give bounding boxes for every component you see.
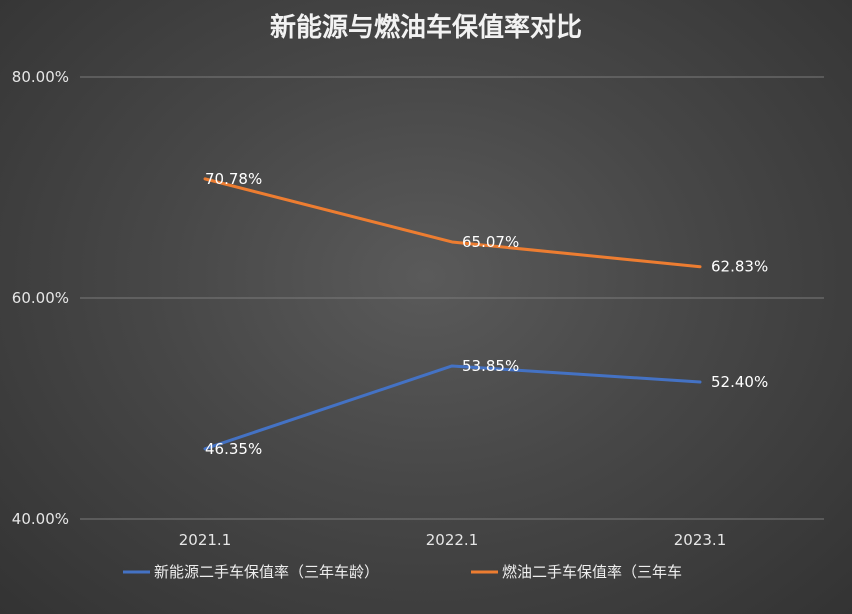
x-tick-label: 2021.1 xyxy=(179,531,232,549)
data-label: 70.78% xyxy=(205,170,262,188)
legend: 新能源二手车保值率（三年车龄） 燃油二手车保值率（三年车 xyxy=(123,563,682,581)
y-tick-label: 60.00% xyxy=(12,289,69,307)
y-tick-label: 40.00% xyxy=(12,510,69,528)
data-labels: 46.35% 53.85% 52.40% 70.78% 65.07% 62.83% xyxy=(205,170,768,458)
series-line xyxy=(203,177,702,269)
legend-label: 新能源二手车保值率（三年车龄） xyxy=(154,563,379,581)
y-axis-ticks: 40.00% 60.00% 80.00% xyxy=(12,68,69,528)
x-tick-label: 2022.1 xyxy=(426,531,479,549)
chart-title: 新能源与燃油车保值率对比 xyxy=(270,12,582,43)
series-lines xyxy=(203,177,702,451)
x-tick-label: 2023.1 xyxy=(674,531,727,549)
data-label: 53.85% xyxy=(462,357,519,375)
gridlines xyxy=(80,76,824,520)
data-label: 65.07% xyxy=(462,233,519,251)
y-tick-label: 80.00% xyxy=(12,68,69,86)
legend-label: 燃油二手车保值率（三年车 xyxy=(502,563,682,581)
series-line xyxy=(203,364,702,451)
data-label: 46.35% xyxy=(205,440,262,458)
data-label: 52.40% xyxy=(711,373,768,391)
data-label: 62.83% xyxy=(711,258,768,276)
x-axis-ticks: 2021.1 2022.1 2023.1 xyxy=(179,531,727,549)
